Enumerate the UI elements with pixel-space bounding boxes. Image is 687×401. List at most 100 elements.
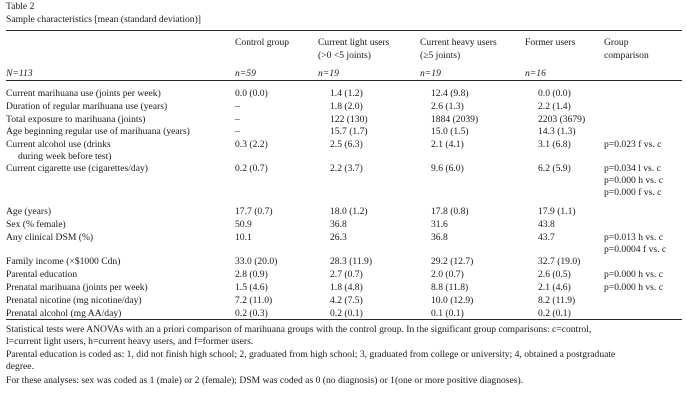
cell-heavy: 17.8 (0.8) (431, 206, 469, 217)
header-control: Control group (235, 37, 290, 48)
row-label: Family income (×$1000 Cdn) (6, 256, 121, 267)
row-label: Prenatal alcohol (mg AA/day) (6, 308, 122, 319)
n-control: n=59 (235, 68, 256, 79)
cell-heavy: 15.0 (1.5) (431, 126, 469, 137)
cell-light: 1.8 (2.0) (330, 101, 363, 112)
row-label: Total exposure to marihuana (joints) (6, 114, 146, 125)
cell-comparison: p=0.023 f vs. c (604, 139, 662, 150)
cell-heavy: 31.6 (431, 219, 448, 230)
cell-control: 0.2 (0.3) (235, 308, 268, 319)
cell-comparison: p=0.0004 f vs. c (604, 244, 667, 255)
cell-heavy: 10.0 (12.9) (431, 295, 474, 306)
cell-heavy: 2.0 (0.7) (431, 269, 464, 280)
cell-heavy: 2.1 (4.1) (431, 139, 464, 150)
cell-comparison: p=0.000 f vs. c (604, 187, 662, 198)
row-label: Parental education (6, 269, 78, 280)
header-comparison-2: comparison (604, 50, 649, 61)
cell-former: 43.7 (538, 232, 555, 243)
cell-former: 17.9 (1.1) (538, 206, 576, 217)
row-label: Sex (% female) (6, 219, 66, 230)
cell-light: 0.2 (0.1) (330, 308, 363, 319)
cell-control: 17.7 (0.7) (235, 206, 273, 217)
cell-control: – (235, 126, 240, 137)
row-label-continued: during week before test) (18, 151, 112, 162)
cell-comparison: p=0.013 h vs. c (604, 232, 663, 243)
cell-light: 2.2 (3.7) (330, 163, 363, 174)
row-label: Current alcohol use (drinks (6, 139, 111, 150)
cell-light: 2.7 (0.7) (330, 269, 363, 280)
cell-former: 43.8 (538, 219, 555, 230)
cell-light: 2.5 (6.3) (330, 139, 363, 150)
n-former: n=16 (525, 68, 546, 79)
cell-light: 122 (130) (330, 114, 368, 125)
cell-former: 32.7 (19.0) (538, 256, 581, 267)
cell-light: 1.4 (1.2) (330, 88, 363, 99)
cell-comparison: p=0.034 l vs. c (604, 163, 661, 174)
cell-control: 7.2 (11.0) (235, 295, 273, 306)
cell-comparison: p=0.000 h vs. c (604, 175, 663, 186)
header-comparison-1: Group (604, 37, 629, 48)
cell-control: 0.2 (0.7) (235, 163, 268, 174)
note-3: For these analyses: sex was coded as 1 (… (6, 375, 524, 386)
n-total: N=113 (6, 68, 33, 79)
cell-light: 1.8 (4.8) (330, 282, 363, 293)
header-heavy-1: Current heavy users (420, 37, 497, 48)
cell-light: 36.8 (330, 219, 347, 230)
cell-former: 0.2 (0.1) (538, 308, 571, 319)
note-1-line-1: Statistical tests were ANOVAs with an a … (6, 324, 592, 335)
row-label: Current cigarette use (cigarettes/day) (6, 163, 148, 174)
cell-light: 15.7 (1.7) (330, 126, 368, 137)
cell-heavy: 2.6 (1.3) (431, 101, 464, 112)
cell-comparison: p=0.000 h vs. c (604, 269, 663, 280)
cell-heavy: 29.2 (12.7) (431, 256, 474, 267)
cell-light: 26.3 (330, 232, 347, 243)
row-label: Current marihuana use (joints per week) (6, 88, 161, 99)
table-label: Table 2 (6, 1, 35, 12)
cell-control: 0.0 (0.0) (235, 88, 268, 99)
row-label: Prenatal nicotine (mg nicotine/day) (6, 295, 142, 306)
cell-control: 50.9 (235, 219, 252, 230)
cell-former: 2.1 (4.6) (538, 282, 571, 293)
cell-control: – (235, 101, 240, 112)
cell-control: 2.8 (0.9) (235, 269, 268, 280)
cell-light: 18.0 (1.2) (330, 206, 368, 217)
cell-former: 14.3 (1.3) (538, 126, 576, 137)
cell-heavy: 9.6 (6.0) (431, 163, 464, 174)
cell-heavy: 1884 (2039) (431, 114, 479, 125)
cell-former: 0.0 (0.0) (538, 88, 571, 99)
note-2-line-2: degree. (6, 361, 34, 372)
cell-control: 0.3 (2.2) (235, 139, 268, 150)
cell-control: 1.5 (4.6) (235, 282, 268, 293)
rule-header (6, 80, 682, 81)
row-label: Duration of regular marihuana use (years… (6, 101, 168, 112)
header-heavy-2: (≥5 joints) (420, 50, 461, 61)
cell-heavy: 0.1 (0.1) (431, 308, 464, 319)
cell-control: 33.0 (20.0) (235, 256, 278, 267)
table-caption: Sample characteristics [mean (standard d… (6, 14, 201, 25)
row-label: Age (years) (6, 206, 52, 217)
note-1-line-2: l=current light users, h=current heavy u… (6, 336, 254, 347)
rule-top (6, 30, 682, 31)
cell-former: 2.6 (0.5) (538, 269, 571, 280)
cell-control: 10.1 (235, 232, 252, 243)
header-light-2: (>0 <5 joints) (318, 50, 371, 61)
note-2-line-1: Parental education is coded as: 1, did n… (6, 349, 616, 360)
n-light: n=19 (318, 68, 339, 79)
cell-light: 4.2 (7.5) (330, 295, 363, 306)
cell-control: – (235, 114, 240, 125)
row-label: Age beginning regular use of marihuana (… (6, 126, 190, 137)
cell-heavy: 12.4 (9.8) (431, 88, 469, 99)
cell-former: 3.1 (6.8) (538, 139, 571, 150)
cell-former: 2.2 (1.4) (538, 101, 571, 112)
cell-heavy: 8.8 (11.8) (431, 282, 469, 293)
cell-comparison: p=0.000 h vs. c (604, 282, 663, 293)
row-label: Prenatal marihuana (joints per week) (6, 282, 148, 293)
cell-former: 2203 (3679) (538, 114, 586, 125)
cell-light: 28.3 (11.9) (330, 256, 373, 267)
cell-former: 6.2 (5.9) (538, 163, 571, 174)
header-former: Former users (525, 37, 576, 48)
cell-former: 8.2 (11.9) (538, 295, 576, 306)
header-light-1: Current light users (318, 37, 390, 48)
row-label: Any clinical DSM (%) (6, 232, 94, 243)
rule-bottom (6, 319, 682, 320)
